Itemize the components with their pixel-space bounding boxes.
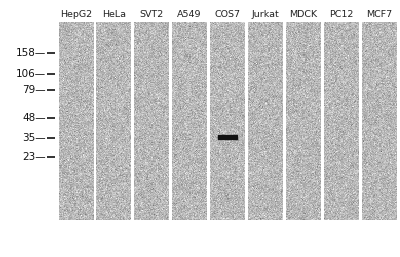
Text: 158—: 158— (16, 48, 46, 58)
Text: 48—: 48— (22, 113, 46, 123)
Text: SVT2: SVT2 (140, 10, 164, 19)
Text: 23—: 23— (22, 152, 46, 162)
Text: Jurkat: Jurkat (252, 10, 279, 19)
Text: MCF7: MCF7 (366, 10, 392, 19)
Text: A549: A549 (177, 10, 202, 19)
Text: 35—: 35— (22, 133, 46, 143)
Text: MDCK: MDCK (289, 10, 317, 19)
Bar (218, 135, 237, 139)
Text: PC12: PC12 (329, 10, 353, 19)
Text: HeLa: HeLa (102, 10, 126, 19)
Text: HepG2: HepG2 (60, 10, 92, 19)
Text: 106—: 106— (16, 69, 46, 79)
Text: COS7: COS7 (214, 10, 240, 19)
Text: 79—: 79— (22, 85, 46, 95)
